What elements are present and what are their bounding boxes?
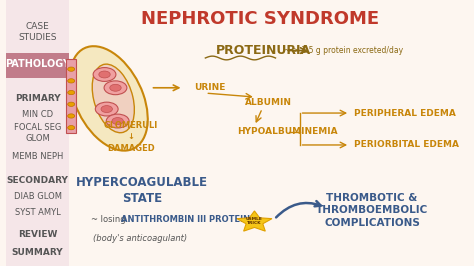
- Circle shape: [101, 106, 112, 113]
- Text: SECONDARY: SECONDARY: [7, 176, 69, 185]
- Text: HYPERCOAGULABLE
STATE: HYPERCOAGULABLE STATE: [76, 176, 208, 205]
- FancyBboxPatch shape: [6, 53, 69, 78]
- Text: ANTITHROMBIN III PROTEINS: ANTITHROMBIN III PROTEINS: [121, 215, 256, 224]
- Circle shape: [68, 126, 75, 130]
- Circle shape: [112, 118, 123, 124]
- Text: DIAB GLOM: DIAB GLOM: [14, 192, 62, 201]
- Text: MEMB NEPH: MEMB NEPH: [12, 152, 64, 161]
- Text: FOCAL SEG
GLOM: FOCAL SEG GLOM: [14, 123, 61, 143]
- Text: HYPOALBUMINEMIA: HYPOALBUMINEMIA: [237, 127, 337, 136]
- Text: URINE: URINE: [194, 83, 226, 92]
- Text: (body's anticoagulant): (body's anticoagulant): [92, 234, 187, 243]
- Text: ALBUMIN: ALBUMIN: [245, 98, 292, 107]
- Text: SYST AMYL: SYST AMYL: [15, 208, 61, 217]
- Text: MIN CD: MIN CD: [22, 110, 53, 119]
- Text: THROMBOTIC &
THROMBOEMBOLIC
COMPLICATIONS: THROMBOTIC & THROMBOEMBOLIC COMPLICATION…: [316, 193, 428, 227]
- Text: REVIEW: REVIEW: [18, 230, 57, 239]
- Circle shape: [68, 67, 75, 71]
- Text: PATHOLOGY: PATHOLOGY: [5, 59, 70, 69]
- Text: PERIORBITAL EDEMA: PERIORBITAL EDEMA: [355, 140, 459, 149]
- Circle shape: [93, 68, 116, 81]
- Circle shape: [99, 71, 110, 78]
- Text: PERIPHERAL EDEMA: PERIPHERAL EDEMA: [355, 109, 456, 118]
- FancyBboxPatch shape: [6, 0, 69, 266]
- Circle shape: [106, 114, 129, 128]
- Circle shape: [68, 79, 75, 83]
- Text: SUMMARY: SUMMARY: [12, 248, 64, 257]
- Ellipse shape: [92, 64, 134, 133]
- Circle shape: [68, 114, 75, 118]
- Bar: [66, 59, 76, 133]
- Text: PROTEINURIA: PROTEINURIA: [216, 44, 311, 57]
- Circle shape: [110, 84, 121, 91]
- Text: GLOMERULI
↓
DAMAGED: GLOMERULI ↓ DAMAGED: [104, 121, 158, 153]
- Text: USMLE
TRICK: USMLE TRICK: [246, 217, 263, 225]
- Circle shape: [68, 90, 75, 95]
- Circle shape: [104, 81, 127, 95]
- Ellipse shape: [70, 46, 148, 151]
- Circle shape: [68, 102, 75, 106]
- Circle shape: [95, 102, 118, 116]
- Text: NEPHROTIC SYNDROME: NEPHROTIC SYNDROME: [141, 10, 379, 28]
- Text: ~ > 3.5 g protein excreted/day: ~ > 3.5 g protein excreted/day: [284, 46, 403, 55]
- Text: CASE
STUDIES: CASE STUDIES: [18, 22, 57, 41]
- Text: PRIMARY: PRIMARY: [15, 94, 61, 103]
- Polygon shape: [237, 211, 272, 231]
- Text: ~ losing: ~ losing: [91, 215, 128, 224]
